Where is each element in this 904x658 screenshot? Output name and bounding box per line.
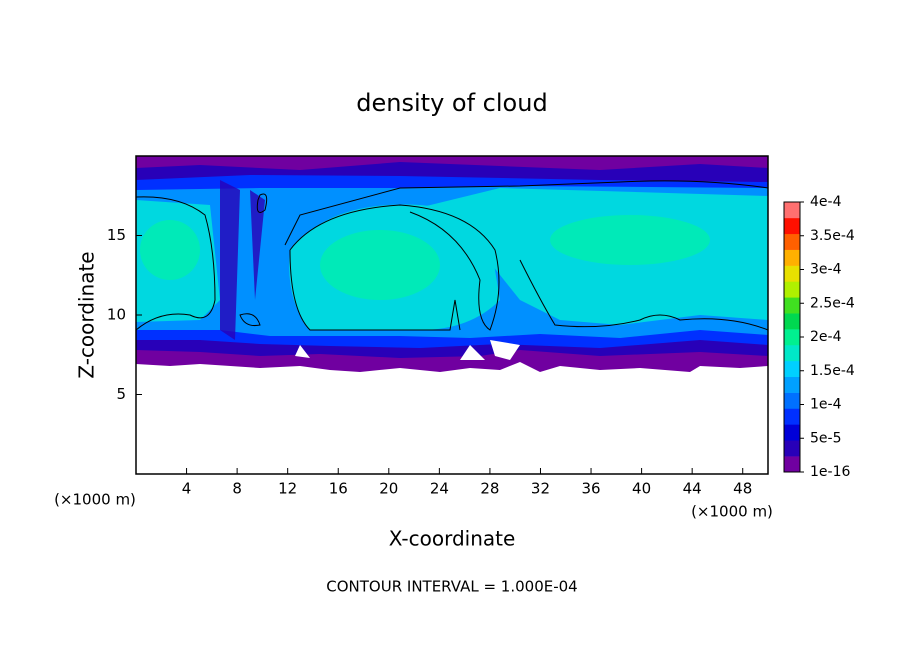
colorbar-band: [784, 249, 800, 266]
y-axis-label: Z-coordinate: [75, 251, 99, 378]
colorbar-band: [784, 313, 800, 330]
colorbar-band: [784, 456, 800, 473]
chart-title: density of cloud: [356, 89, 547, 117]
x-tick-label: 40: [632, 480, 651, 498]
colorbar-band: [784, 344, 800, 362]
y-unit-label: (×1000 m): [54, 491, 136, 509]
x-tick-label: 8: [232, 480, 242, 498]
colorbar-band: [784, 440, 800, 457]
colorbar-tick-label: 2.5e-4: [810, 295, 855, 311]
colorbar-tick-label: 1.5e-4: [810, 363, 855, 379]
colorbar-band: [784, 360, 800, 378]
colorbar-tick-label: 5e-5: [810, 430, 841, 446]
colorbar-band: [784, 202, 800, 219]
colorbar-tick-label: 1e-16: [810, 464, 850, 480]
x-axis-label: X-coordinate: [389, 527, 516, 551]
x-tick-label: 44: [683, 480, 702, 498]
x-tick-label: 36: [581, 480, 600, 498]
colorbar-tick-label: 3e-4: [810, 262, 842, 278]
colorbar-band: [784, 297, 800, 314]
y-tick-label: 10: [107, 306, 126, 324]
x-tick-label: 24: [430, 480, 449, 498]
x-tick-label: 4: [182, 480, 192, 498]
colorbar-band: [784, 408, 800, 425]
x-tick-label: 16: [329, 480, 348, 498]
colorbar-band: [784, 376, 800, 393]
colorbar-band: [784, 233, 800, 250]
colorbar-tick-label: 4e-4: [810, 194, 842, 210]
y-tick-label: 5: [116, 385, 126, 403]
colorbar-tick-label: 1e-4: [810, 397, 842, 413]
colorbar-band: [784, 217, 800, 235]
colorbar-band: [784, 392, 800, 409]
x-tick-label: 28: [480, 480, 499, 498]
colorbar-tick-label: 2e-4: [810, 329, 842, 345]
annotation: CONTOUR INTERVAL = 1.000E-04: [326, 578, 577, 596]
colorbar-band: [784, 281, 800, 298]
y-tick-label: 15: [107, 226, 126, 244]
x-tick-label: 12: [278, 480, 297, 498]
x-unit-label: (×1000 m): [691, 503, 773, 521]
x-tick-label: 32: [531, 480, 550, 498]
colorbar-band: [784, 329, 800, 346]
colorbar-band: [784, 424, 800, 441]
x-tick-label: 20: [379, 480, 398, 498]
colorbar-band: [784, 265, 800, 282]
contour-field: [135, 156, 769, 372]
colorbar-tick-label: 3.5e-4: [810, 228, 855, 244]
x-tick-label: 48: [733, 480, 752, 498]
